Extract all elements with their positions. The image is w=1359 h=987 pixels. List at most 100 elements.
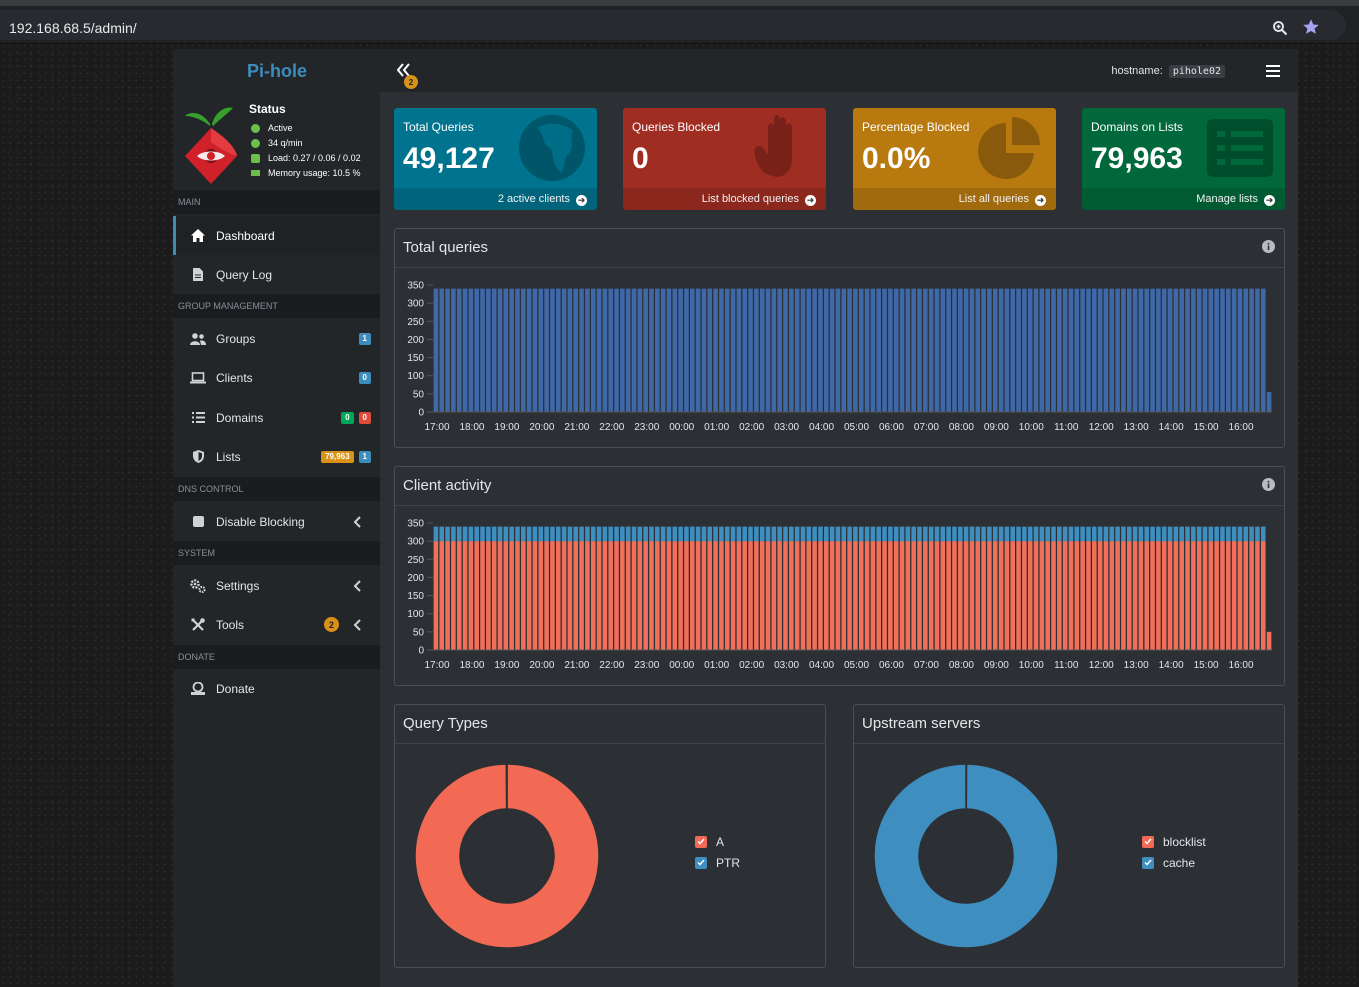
bar[interactable] <box>474 288 479 412</box>
bar[interactable] <box>684 526 689 542</box>
bar[interactable] <box>864 541 870 650</box>
bar[interactable] <box>1243 288 1249 412</box>
bar[interactable] <box>1109 288 1115 412</box>
bar[interactable] <box>899 288 905 412</box>
stat-footer-label[interactable]: 2 active clients <box>497 193 570 205</box>
checkbox-checked-icon[interactable] <box>1142 856 1154 869</box>
bar[interactable] <box>555 288 561 412</box>
bar[interactable] <box>928 541 934 650</box>
bar[interactable] <box>631 526 637 542</box>
bar[interactable] <box>1126 541 1132 650</box>
bar[interactable] <box>783 288 788 412</box>
bar[interactable] <box>800 526 806 542</box>
bar[interactable] <box>1266 631 1272 650</box>
bar[interactable] <box>1156 526 1161 542</box>
bar[interactable] <box>1214 541 1219 650</box>
bar[interactable] <box>992 288 998 412</box>
bar[interactable] <box>579 288 584 412</box>
bar[interactable] <box>486 526 491 542</box>
bar[interactable] <box>818 541 823 650</box>
bar[interactable] <box>975 526 981 542</box>
bar[interactable] <box>1103 288 1109 412</box>
sidebar-item-tools[interactable]: Tools 2 <box>173 605 380 644</box>
bar[interactable] <box>824 288 829 412</box>
bar[interactable] <box>1144 526 1150 542</box>
bar[interactable] <box>521 541 526 650</box>
bar[interactable] <box>1231 288 1237 412</box>
bar[interactable] <box>474 541 479 650</box>
bar[interactable] <box>1173 526 1179 542</box>
bar[interactable] <box>928 526 934 542</box>
bar[interactable] <box>1202 288 1208 412</box>
bar[interactable] <box>474 526 479 542</box>
bar[interactable] <box>614 288 619 412</box>
bar[interactable] <box>678 288 683 412</box>
bar[interactable] <box>853 526 858 542</box>
bar[interactable] <box>1010 541 1015 650</box>
bar[interactable] <box>893 541 899 650</box>
bar[interactable] <box>975 288 981 412</box>
bar[interactable] <box>486 541 491 650</box>
stat-footer-link[interactable]: Manage lists ➜ <box>1082 188 1285 210</box>
bar[interactable] <box>1220 526 1225 542</box>
bar[interactable] <box>829 526 835 542</box>
bar[interactable] <box>1027 526 1033 542</box>
bar[interactable] <box>870 526 876 542</box>
bar[interactable] <box>1109 541 1115 650</box>
bar[interactable] <box>456 541 462 650</box>
bar[interactable] <box>590 288 596 412</box>
bar[interactable] <box>456 288 462 412</box>
bar[interactable] <box>567 541 573 650</box>
bar[interactable] <box>1138 288 1144 412</box>
bar[interactable] <box>998 541 1004 650</box>
bar[interactable] <box>637 541 643 650</box>
bar[interactable] <box>1208 288 1214 412</box>
bar[interactable] <box>1156 541 1161 650</box>
bar[interactable] <box>1202 541 1208 650</box>
bar[interactable] <box>1045 541 1050 650</box>
bar[interactable] <box>771 526 777 542</box>
bar[interactable] <box>1226 526 1231 542</box>
bar[interactable] <box>1097 541 1103 650</box>
bar[interactable] <box>631 288 637 412</box>
address-bar-url[interactable]: 192.168.68.5/admin/ <box>9 20 137 36</box>
bar[interactable] <box>544 526 549 542</box>
bar[interactable] <box>1022 526 1027 542</box>
bar[interactable] <box>491 541 497 650</box>
bar[interactable] <box>660 526 666 542</box>
bar[interactable] <box>1109 526 1115 542</box>
bar[interactable] <box>1191 288 1196 412</box>
bar[interactable] <box>555 541 561 650</box>
bar[interactable] <box>1255 288 1260 412</box>
bar[interactable] <box>1051 288 1056 412</box>
bar[interactable] <box>608 288 613 412</box>
bar[interactable] <box>1057 526 1062 542</box>
bar[interactable] <box>724 541 730 650</box>
bar[interactable] <box>1103 526 1109 542</box>
bar[interactable] <box>451 288 456 412</box>
bar[interactable] <box>1086 526 1091 542</box>
bar[interactable] <box>730 541 736 650</box>
bar[interactable] <box>1138 526 1144 542</box>
bar[interactable] <box>480 541 485 650</box>
bar[interactable] <box>707 288 713 412</box>
bar[interactable] <box>620 526 625 542</box>
bar[interactable] <box>550 526 555 542</box>
bar[interactable] <box>655 541 660 650</box>
bar[interactable] <box>724 288 730 412</box>
bar[interactable] <box>561 541 567 650</box>
bar[interactable] <box>870 288 876 412</box>
bar[interactable] <box>439 541 445 650</box>
bar[interactable] <box>509 288 514 412</box>
bar[interactable] <box>963 541 969 650</box>
brand-logo-link[interactable]: Pi-hole <box>173 49 380 92</box>
bar[interactable] <box>824 526 829 542</box>
bar[interactable] <box>812 541 817 650</box>
bar[interactable] <box>1167 541 1173 650</box>
sidebar-item-querylog[interactable]: Query Log <box>173 255 380 294</box>
bar[interactable] <box>1039 541 1045 650</box>
bar[interactable] <box>917 526 922 542</box>
bar[interactable] <box>998 526 1004 542</box>
bar[interactable] <box>1185 526 1190 542</box>
bar[interactable] <box>1191 541 1196 650</box>
